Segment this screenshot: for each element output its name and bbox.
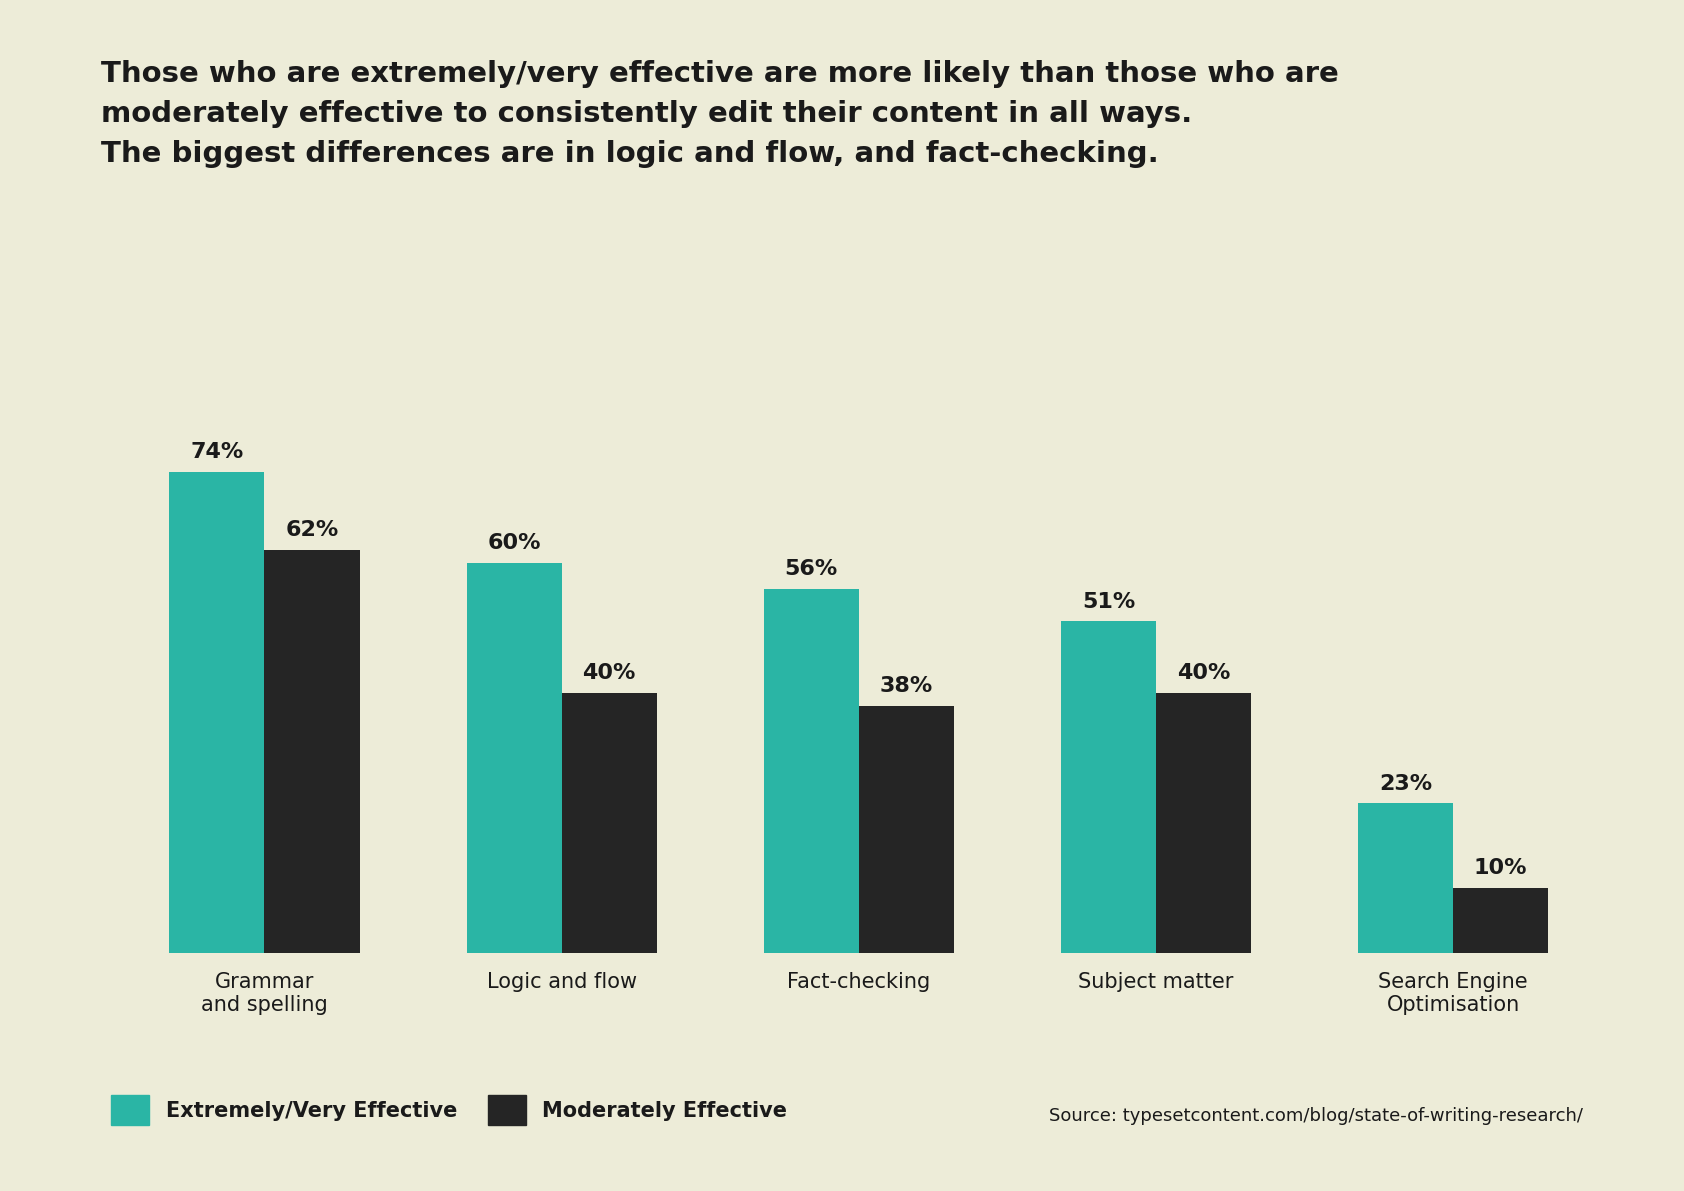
Bar xyxy=(1061,622,1155,953)
Text: 60%: 60% xyxy=(487,534,541,554)
Legend: Extremely/Very Effective, Moderately Effective: Extremely/Very Effective, Moderately Eff… xyxy=(103,1087,795,1133)
Text: 40%: 40% xyxy=(1177,663,1231,684)
Bar xyxy=(1155,693,1251,953)
Bar xyxy=(1357,804,1453,953)
Text: 62%: 62% xyxy=(285,520,338,541)
Bar xyxy=(859,706,953,953)
Text: 74%: 74% xyxy=(190,442,244,462)
Text: 38%: 38% xyxy=(879,676,933,697)
Bar xyxy=(765,590,859,953)
Text: 10%: 10% xyxy=(1474,858,1527,878)
Text: Source: typesetcontent.com/blog/state-of-writing-research/: Source: typesetcontent.com/blog/state-of… xyxy=(1049,1108,1583,1125)
Bar xyxy=(466,563,562,953)
Text: 40%: 40% xyxy=(583,663,637,684)
Text: 56%: 56% xyxy=(785,560,839,579)
Text: Those who are extremely/very effective are more likely than those who are
modera: Those who are extremely/very effective a… xyxy=(101,60,1339,168)
Bar xyxy=(1453,887,1548,953)
Text: 51%: 51% xyxy=(1081,592,1135,612)
Text: 23%: 23% xyxy=(1379,774,1431,793)
Bar xyxy=(264,550,360,953)
Bar xyxy=(170,472,264,953)
Bar xyxy=(562,693,657,953)
